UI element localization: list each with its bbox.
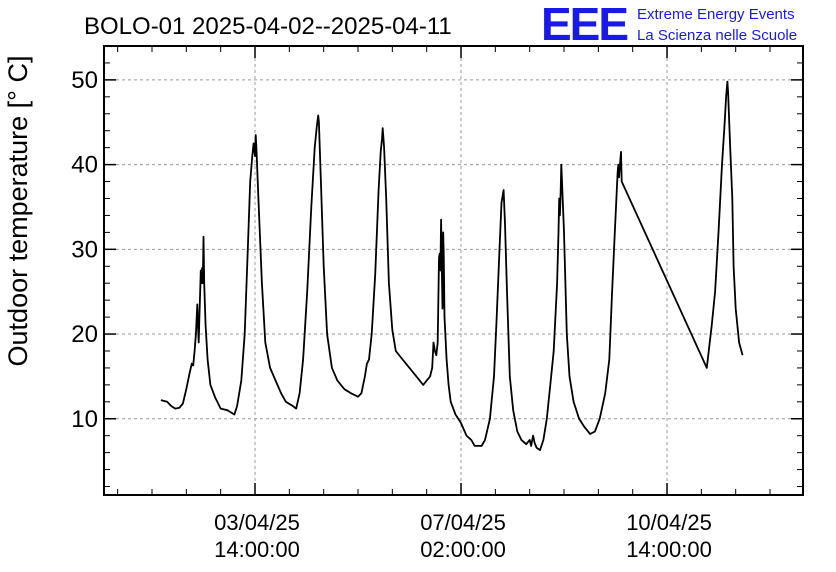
org-name-line1: Extreme Energy Events: [637, 6, 795, 23]
y-tick-label: 10: [71, 406, 98, 433]
x-tick-date-label: 10/04/25: [626, 510, 712, 535]
y-axis-label: Outdoor temperature [° C]: [3, 56, 33, 367]
grid: [104, 46, 803, 495]
x-tick-date-label: 07/04/25: [420, 510, 506, 535]
eee-logo: EEE: [541, 0, 627, 50]
series-line-temperature: [160, 80, 744, 451]
x-tick-time-label: 14:00:00: [626, 537, 712, 562]
x-tick-time-label: 14:00:00: [214, 537, 300, 562]
y-tick-label: 30: [71, 236, 98, 263]
plot-frame: [103, 45, 804, 496]
axis-ticks: [104, 45, 803, 495]
x-tick-time-label: 02:00:00: [420, 537, 506, 562]
y-tick-label: 40: [71, 152, 98, 179]
axis-tick-labels: 102030405003/04/2514:00:0007/04/2502:00:…: [71, 67, 712, 562]
y-tick-label: 50: [71, 67, 98, 94]
chart-title: BOLO-01 2025-04-02--2025-04-11: [84, 13, 452, 40]
y-tick-label: 20: [71, 321, 98, 348]
x-tick-date-label: 03/04/25: [214, 510, 300, 535]
org-name-line2: La Scienza nelle Scuole: [637, 27, 797, 44]
